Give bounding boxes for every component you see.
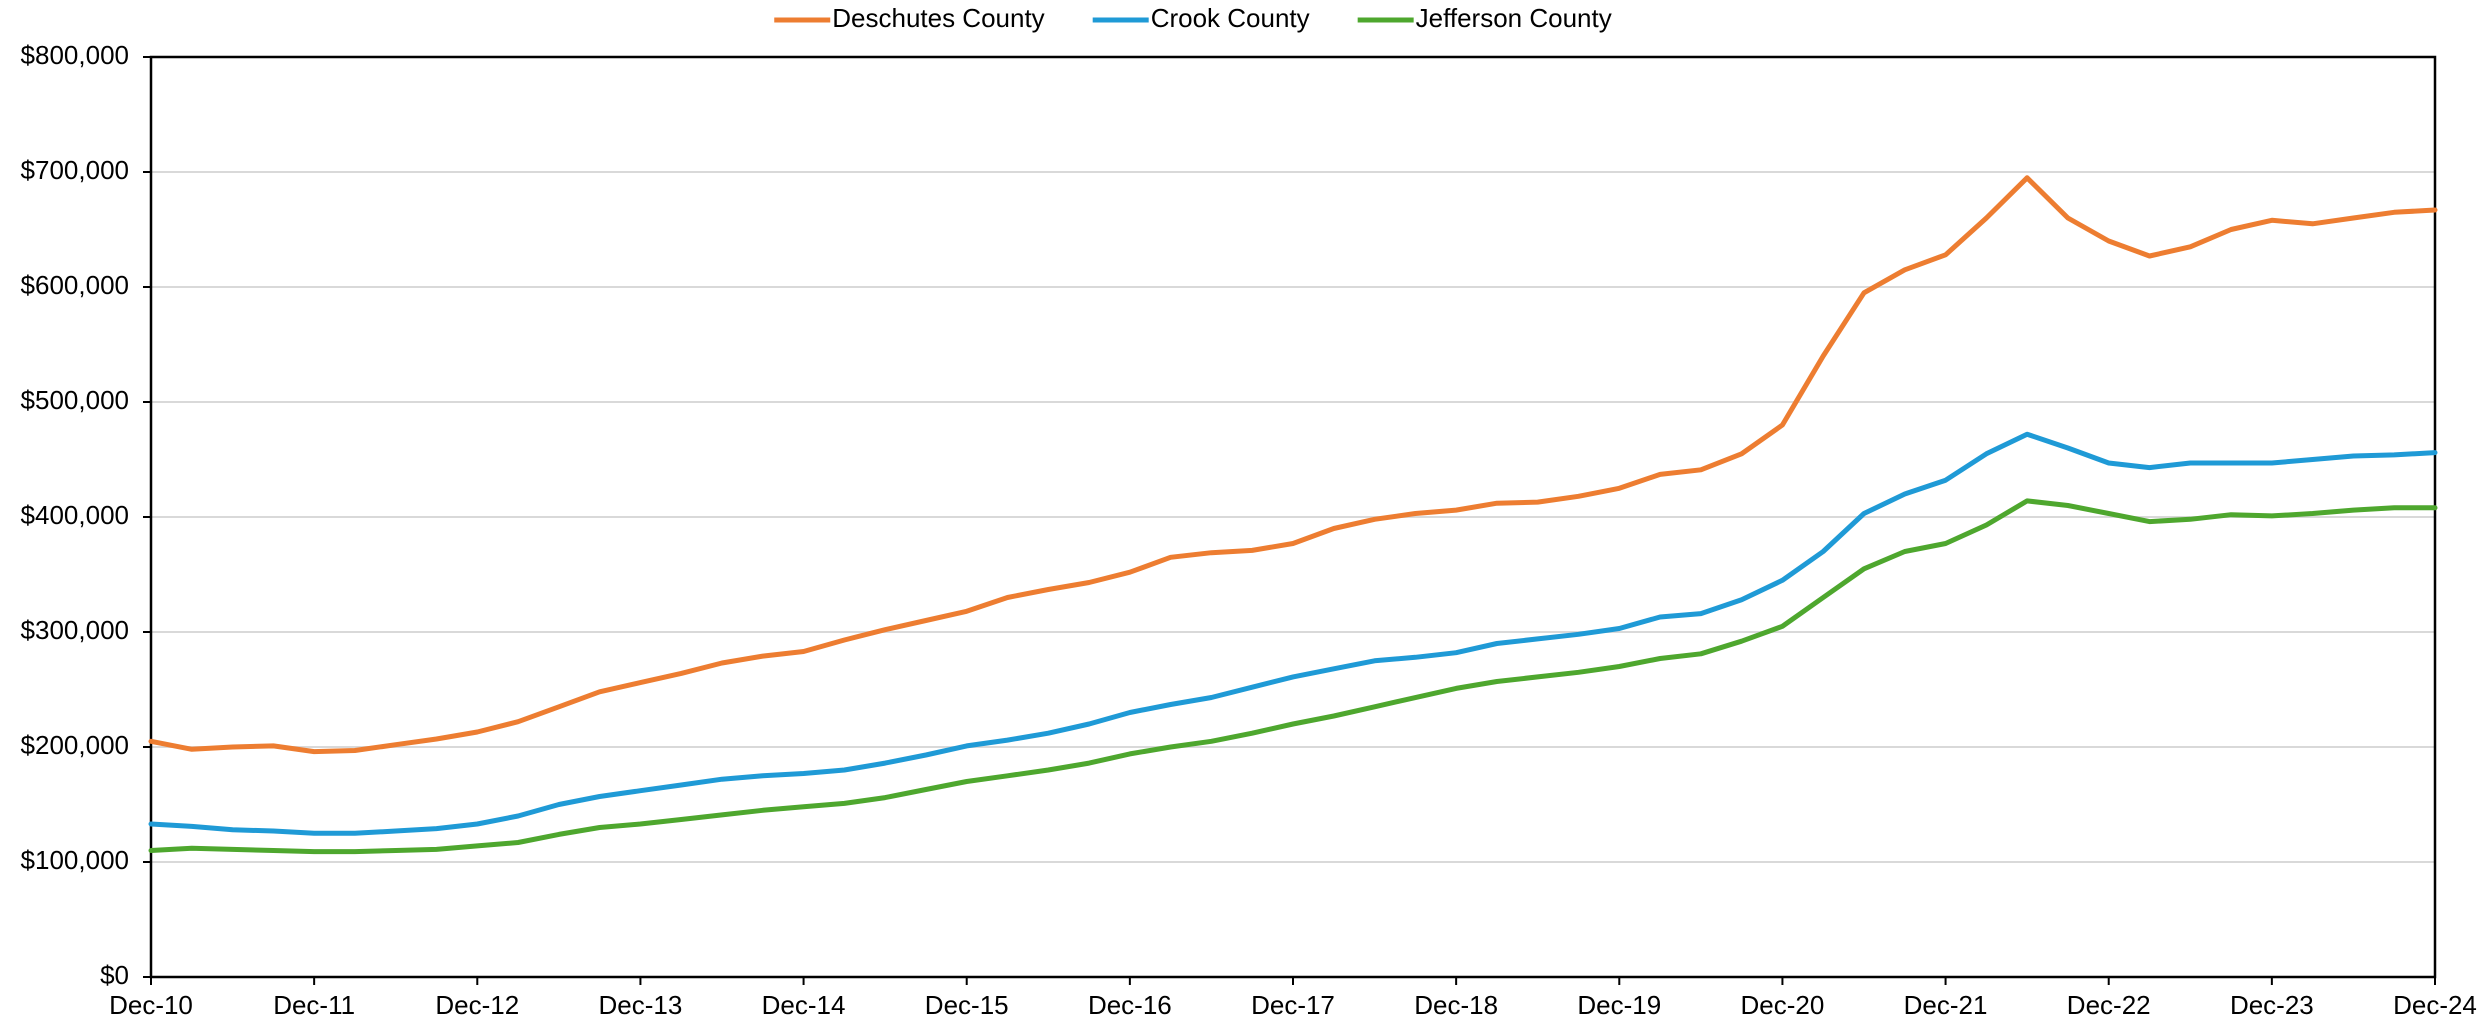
y-tick-label: $100,000 [21, 845, 129, 875]
y-tick-label: $400,000 [21, 500, 129, 530]
x-tick-label: Dec-16 [1088, 990, 1172, 1020]
x-tick-label: Dec-23 [2230, 990, 2314, 1020]
legend-label: Crook County [1151, 3, 1310, 33]
series-line [148, 498, 2438, 855]
x-tick-label: Dec-20 [1741, 990, 1825, 1020]
x-tick-label: Dec-14 [762, 990, 846, 1020]
x-tick-label: Dec-13 [599, 990, 683, 1020]
y-tick-label: $300,000 [21, 615, 129, 645]
y-tick-label: $200,000 [21, 730, 129, 760]
y-tick-label: $0 [100, 960, 129, 990]
y-tick-label: $800,000 [21, 40, 129, 70]
series-line [148, 431, 2438, 836]
x-tick-label: Dec-21 [1904, 990, 1988, 1020]
x-tick-label: Dec-18 [1414, 990, 1498, 1020]
y-tick-label: $600,000 [21, 270, 129, 300]
y-tick-label: $500,000 [21, 385, 129, 415]
plot-border [149, 55, 2437, 979]
x-tick-label: Dec-12 [435, 990, 519, 1020]
y-tick-label: $700,000 [21, 155, 129, 185]
legend-label: Deschutes County [832, 3, 1044, 33]
x-tick-label: Dec-24 [2393, 990, 2477, 1020]
x-tick-label: Dec-10 [109, 990, 193, 1020]
x-tick-label: Dec-22 [2067, 990, 2151, 1020]
x-tick-label: Dec-11 [273, 990, 355, 1020]
series-line [148, 175, 2438, 755]
legend: Deschutes County Crook County Jefferson Co… [774, 3, 1612, 33]
x-tick-label: Dec-19 [1577, 990, 1661, 1020]
x-tick-label: Dec-15 [925, 990, 1009, 1020]
legend-label: Jefferson County [1416, 3, 1612, 33]
x-tick-label: Dec-17 [1251, 990, 1335, 1020]
